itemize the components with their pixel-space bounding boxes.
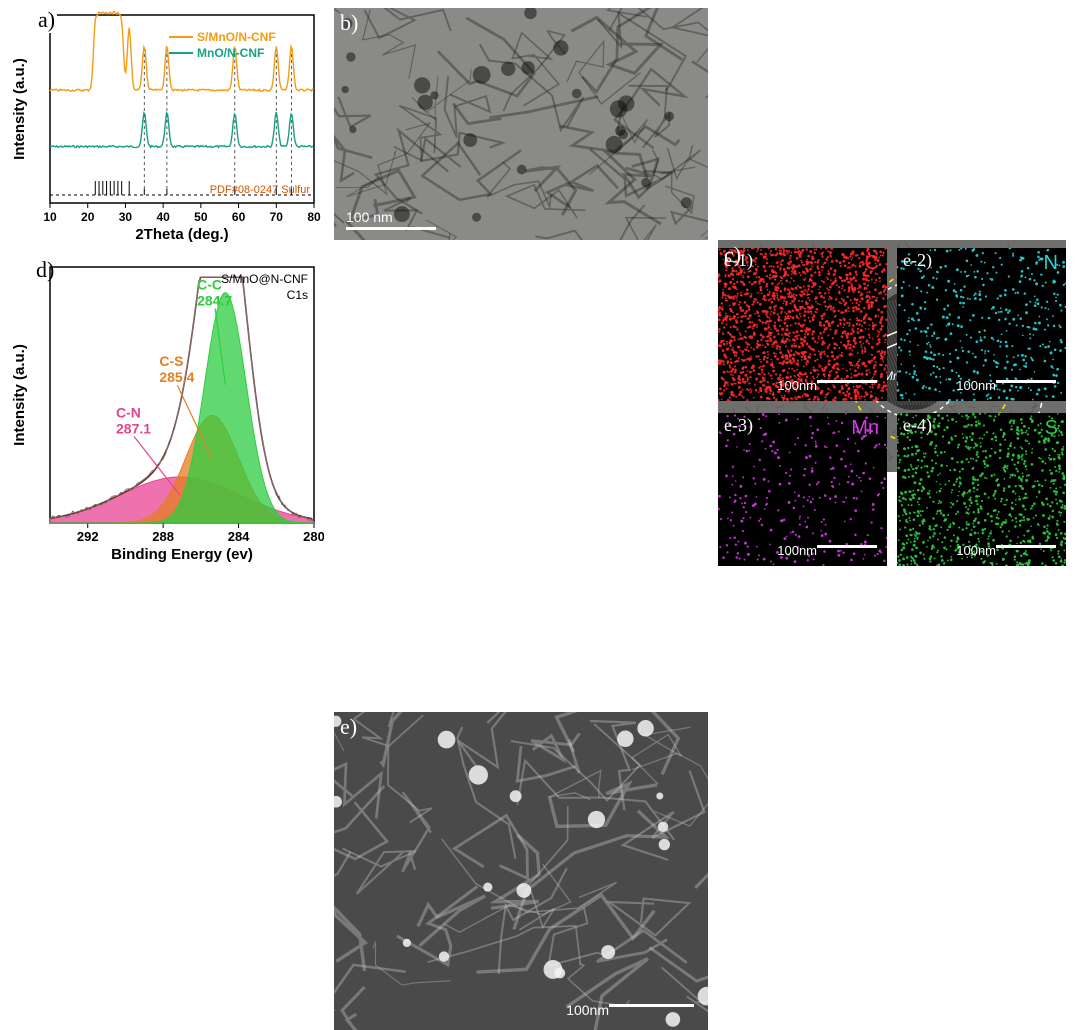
sem-image [334, 712, 708, 1030]
panel-b: b) 100 nm [334, 8, 708, 240]
map-id: e-3) [724, 415, 753, 436]
scalebar-b-text: 100 nm [346, 209, 393, 225]
svg-text:288: 288 [152, 529, 174, 544]
panel-b-label: b) [340, 10, 358, 36]
svg-text:284.7: 284.7 [197, 292, 232, 308]
panel-d-label: d) [36, 257, 54, 283]
svg-text:C-C: C-C [197, 276, 222, 292]
panel-d: 292 288 284 280 C-N287.1 C-S285.4 C-C284.7 S/Mn… [10, 255, 324, 567]
svg-text:70: 70 [270, 210, 284, 224]
svg-text:30: 30 [119, 210, 133, 224]
map-element-label: Mn [851, 417, 879, 440]
map-element-label: S [1045, 417, 1058, 440]
map-element-label: C [865, 252, 879, 275]
map-scalebar: 100nm [777, 378, 877, 393]
map-scalebar: 100nm [777, 543, 877, 558]
svg-text:287.1: 287.1 [116, 420, 151, 436]
svg-text:Binding Energy (ev): Binding Energy (ev) [111, 546, 253, 563]
svg-text:20: 20 [81, 210, 95, 224]
svg-text:280: 280 [303, 529, 324, 544]
tem-image [334, 8, 708, 240]
panel-e: e) 100nm [334, 712, 708, 1030]
svg-text:Intensity (a.u.): Intensity (a.u.) [11, 58, 28, 160]
svg-text:60: 60 [232, 210, 246, 224]
eds-map-s: e-4) S 100nm [897, 413, 1066, 566]
xps-chart: 292 288 284 280 C-N287.1 C-S285.4 C-C284.7 S/Mn… [10, 255, 324, 567]
svg-text:50: 50 [194, 210, 208, 224]
map-element-label: N [1044, 252, 1058, 275]
panel-a: 10 20 30 40 50 60 70 80 PDF#08-0247 Sulfur S/MnO/… [10, 5, 324, 245]
svg-text:S/MnO@N-CNF: S/MnO@N-CNF [221, 272, 308, 286]
svg-text:285.4: 285.4 [159, 369, 194, 385]
scalebar-b-line [346, 227, 436, 230]
scalebar-e: 100nm [566, 1002, 694, 1018]
svg-text:C-N: C-N [116, 404, 141, 420]
svg-text:10: 10 [43, 210, 57, 224]
svg-text:MnO/N-CNF: MnO/N-CNF [197, 46, 264, 60]
svg-text:PDF#08-0247 Sulfur: PDF#08-0247 Sulfur [210, 184, 311, 196]
svg-text:S/MnO/N-CNF: S/MnO/N-CNF [197, 30, 276, 44]
svg-text:Intensity (a.u.): Intensity (a.u.) [11, 344, 28, 446]
eds-map-c: e-1) C 100nm [718, 248, 887, 401]
map-scalebar: 100nm [956, 378, 1056, 393]
scalebar-b: 100 nm [346, 209, 436, 230]
svg-text:40: 40 [156, 210, 170, 224]
svg-text:80: 80 [307, 210, 321, 224]
panel-a-label: a) [36, 7, 57, 33]
svg-text:292: 292 [77, 529, 99, 544]
panel-e-label: e) [340, 714, 357, 740]
xrd-chart: 10 20 30 40 50 60 70 80 PDF#08-0247 Sulfur S/MnO/… [10, 5, 324, 245]
scalebar-e-text: 100nm [566, 1002, 609, 1018]
map-scalebar: 100nm [956, 543, 1056, 558]
svg-text:C-S: C-S [159, 353, 183, 369]
map-id: e-4) [903, 415, 932, 436]
svg-text:C1s: C1s [287, 288, 308, 302]
scalebar-e-line [609, 1004, 694, 1007]
svg-text:284: 284 [228, 529, 250, 544]
eds-map-mn: e-3) Mn 100nm [718, 413, 887, 566]
map-id: e-2) [903, 250, 932, 271]
eds-map-n: e-2) N 100nm [897, 248, 1066, 401]
svg-text:2Theta (deg.): 2Theta (deg.) [135, 226, 228, 243]
map-id: e-1) [724, 250, 753, 271]
